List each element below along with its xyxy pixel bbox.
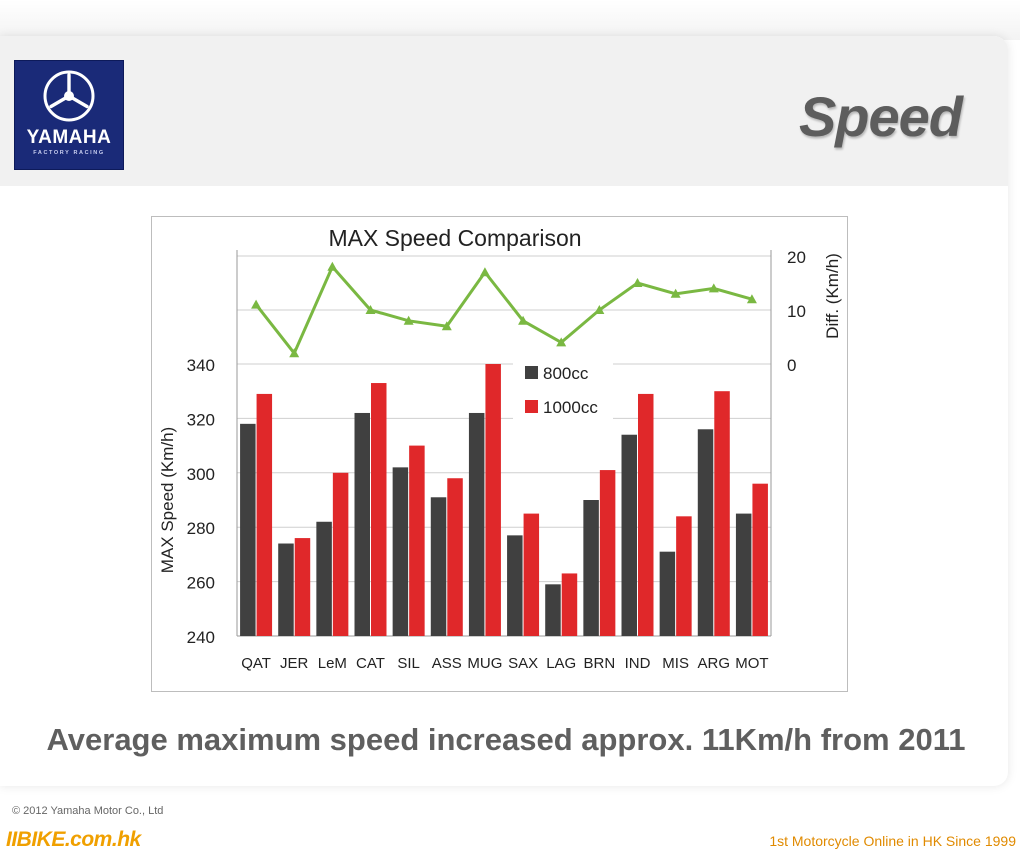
diff-point-mis [670,288,681,298]
bar-800cc-cat [354,412,370,636]
bar-800cc-lem [316,521,332,636]
bar-800cc-brn [583,500,599,636]
bar-1000cc-mug [485,364,501,636]
bar-800cc-mis [659,551,676,636]
diff-point-mot [746,294,757,304]
secondary-tick-label: 10 [787,302,806,321]
tuning-fork-emblem-icon [43,70,95,122]
diff-point-ind [632,278,643,287]
slide-caption: Average maximum speed increased approx. … [46,722,966,757]
bar-800cc-jer [278,543,294,636]
y-tick-label: 280 [187,519,215,538]
footer-brand: IIBIKE.com.hk [6,828,141,851]
bar-1000cc-arg [714,391,730,636]
footer-band [0,830,1020,850]
diff-line [254,264,753,357]
diff-point-cat [365,305,376,314]
secondary-axis-label: Diff. (Km/h) [823,253,842,339]
bar-800cc-lag [545,584,561,636]
legend-label-800cc: 800cc [543,364,589,383]
bar-800cc-mot [735,513,752,636]
diff-point-brn [594,305,605,314]
x-tick-label: CAT [356,655,385,672]
bar-1000cc-sax [523,513,540,636]
yamaha-logo: YAMAHA FACTORY RACING [14,60,124,170]
max-speed-chart: MAX Speed Comparison 240 260 280 300 320 340 0 1… [158,225,842,672]
bar-1000cc-mis [676,516,692,636]
bar-1000cc-lem [332,472,349,636]
bar-1000cc-sil [409,445,425,636]
y-tick-label: 260 [187,574,215,593]
header-band [0,36,1008,186]
x-tick-label: MIS [662,655,689,672]
chart-title: MAX Speed Comparison [328,225,581,251]
legend-label-1000cc: 1000cc [543,398,598,417]
x-tick-label: SAX [508,655,538,672]
bar-800cc-sax [507,535,523,636]
diff-point-sil [403,315,414,325]
bar-1000cc-jer [294,538,311,636]
legend-swatch-800cc [525,366,538,379]
bar-800cc-qat [240,423,256,636]
y-tick-label: 240 [187,628,215,647]
bar-1000cc-lag [561,573,578,636]
top-band [0,0,1020,40]
x-tick-label: ASS [432,655,462,672]
x-tick-label: MOT [735,655,768,672]
x-tick-label: MUG [467,655,502,672]
x-tick-label: SIL [397,655,420,672]
bar-1000cc-brn [599,470,616,636]
diff-point-lag [556,337,567,347]
bar-800cc-arg [697,429,714,636]
bar-1000cc-qat [256,393,273,636]
diff-point-sax [518,315,529,325]
diff-point-arg [708,283,719,293]
bar-800cc-ass [430,497,447,636]
x-tick-label: IND [625,655,651,672]
bar-800cc-sil [392,467,409,636]
legend-swatch-1000cc [525,400,538,413]
x-tick-label: LeM [318,655,347,672]
diff-point-lem [327,261,338,271]
diff-point-mug [479,267,490,277]
secondary-tick-label: 20 [787,248,806,267]
y-axis-label: MAX Speed (Km/h) [158,427,177,573]
bar-800cc-ind [621,434,637,636]
diff-point-jer [289,348,300,358]
bar-1000cc-ass [447,478,463,636]
bar-1000cc-cat [371,383,387,636]
y-tick-label: 340 [187,356,215,375]
x-tick-label: LAG [546,655,576,672]
y-tick-label: 320 [187,410,215,429]
logo-wordmark: YAMAHA [26,127,112,148]
secondary-tick-label: 0 [787,356,796,375]
bar-800cc-mug [468,412,485,636]
x-tick-label: ARG [698,655,731,672]
copyright-text: © 2012 Yamaha Motor Co., Ltd [12,805,164,817]
footer-tagline: 1st Motorcycle Online in HK Since 1999 [769,833,1016,849]
diff-point-ass [441,321,452,331]
bar-1000cc-mot [752,483,768,636]
y-tick-label: 300 [187,465,215,484]
diff-point-qat [251,299,262,309]
bar-1000cc-ind [638,393,654,636]
x-tick-label: QAT [241,655,271,672]
logo-subtext: FACTORY RACING [33,150,105,156]
slide-title: Speed [798,85,963,148]
x-tick-label: BRN [584,655,616,672]
x-tick-label: JER [280,655,309,672]
